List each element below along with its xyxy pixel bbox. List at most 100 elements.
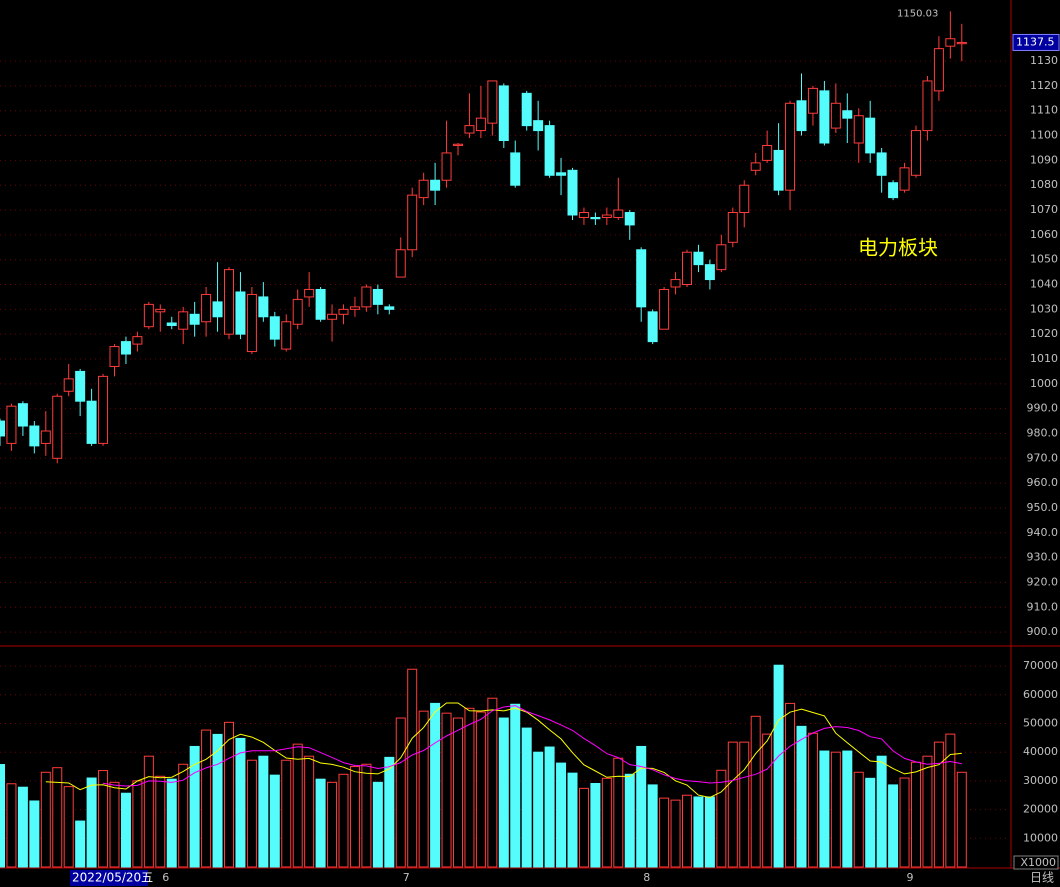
y-tick-label: 1000	[1030, 377, 1058, 390]
volume-bar	[201, 729, 212, 868]
y-tick-label: 1100	[1030, 129, 1058, 142]
volume-bar	[52, 767, 63, 868]
volume-bar	[670, 799, 681, 868]
candle-body	[590, 216, 601, 220]
candle-body	[372, 288, 383, 305]
candle-body	[510, 152, 521, 186]
volume-bar	[292, 743, 303, 868]
candle-body	[40, 430, 51, 444]
candle-body	[487, 80, 498, 124]
volume-bar	[807, 732, 818, 868]
candle-body	[945, 38, 956, 47]
y-tick-label: 50000	[1023, 716, 1058, 729]
candle-body	[533, 120, 544, 132]
candle-body	[109, 346, 120, 367]
volume-bar	[361, 763, 372, 868]
volume-bar	[556, 762, 567, 868]
candle-body	[418, 179, 429, 199]
candle-body	[922, 80, 933, 132]
volume-bar	[224, 721, 234, 868]
candle-body	[613, 209, 624, 218]
candle-body	[384, 306, 395, 310]
volume-bar	[166, 778, 177, 868]
volume-bar	[716, 769, 727, 868]
volume-bar	[178, 763, 189, 868]
y-tick-label: 940.0	[1027, 526, 1059, 539]
candle-body	[956, 41, 967, 45]
candle-body	[338, 308, 349, 315]
candle-body	[601, 214, 612, 218]
volume-bar	[578, 787, 589, 868]
candle-body	[830, 102, 841, 129]
volume-bar	[430, 702, 441, 868]
volume-bar	[132, 780, 143, 868]
unit-box	[1013, 855, 1059, 870]
cursor-date: 2022/05/20五	[72, 871, 153, 885]
candle-body	[876, 152, 887, 176]
candle-body	[6, 405, 17, 444]
candle-body	[578, 212, 589, 218]
candle-body	[498, 85, 509, 142]
candle-body	[819, 90, 830, 144]
volume-bar	[384, 756, 395, 868]
candle-body	[647, 311, 658, 343]
volume-bar	[40, 771, 51, 868]
x-tick-label: 6	[162, 871, 169, 884]
volume-bar	[739, 741, 750, 868]
candle-body	[556, 172, 567, 176]
y-tick-label: 900.0	[1027, 625, 1059, 638]
y-tick-label: 1120	[1030, 79, 1058, 92]
volume-bar	[407, 668, 418, 868]
candle-body	[258, 296, 269, 318]
volume-bar	[75, 820, 86, 868]
volume-bar	[0, 764, 5, 868]
volume-bar	[29, 800, 40, 868]
volume-bar	[498, 717, 509, 868]
volume-bar	[945, 733, 956, 868]
volume-bar	[510, 703, 521, 868]
volume-bar	[773, 664, 784, 868]
candle-body	[567, 169, 578, 216]
candle-body	[682, 251, 692, 286]
candle-body	[63, 378, 74, 392]
candle-body	[441, 152, 452, 181]
candle-body	[98, 375, 109, 444]
volume-bar	[933, 741, 944, 868]
candle-body	[281, 321, 292, 350]
y-tick-label: 990.0	[1027, 402, 1059, 415]
x-tick-label: 7	[403, 871, 410, 884]
candle-body	[704, 264, 715, 281]
volume-bar	[246, 759, 257, 868]
volume-bar	[349, 766, 360, 868]
volume-bar	[487, 697, 498, 868]
max-price-label: 1150.03	[897, 8, 938, 19]
volume-bar	[464, 707, 475, 868]
moving-average-line	[45, 702, 962, 799]
candle-body	[716, 244, 727, 271]
volume-bar	[830, 751, 841, 868]
volume-bar	[659, 797, 670, 868]
candle-body	[659, 288, 670, 330]
volume-bar	[567, 772, 578, 868]
candle-body	[624, 212, 635, 226]
candle-body	[750, 162, 761, 171]
volume-bar	[63, 786, 74, 868]
volume-bar	[750, 715, 761, 868]
volume-bar	[338, 773, 349, 868]
candle-body	[670, 279, 681, 288]
y-tick-label: 1010	[1030, 352, 1058, 365]
volume-bar	[785, 702, 796, 868]
volume-bar	[727, 741, 738, 868]
y-tick-label: 10000	[1023, 831, 1058, 844]
candle-body	[120, 341, 131, 355]
volume-bar	[109, 781, 120, 868]
y-tick-label: 1020	[1030, 327, 1058, 340]
unit-label: X1000	[1020, 856, 1056, 869]
volume-bar	[521, 727, 532, 868]
candle-body	[807, 87, 818, 114]
moving-average-line	[102, 705, 962, 787]
candle-body	[212, 301, 223, 318]
volume-bar	[372, 781, 383, 868]
candle-body	[853, 115, 864, 144]
